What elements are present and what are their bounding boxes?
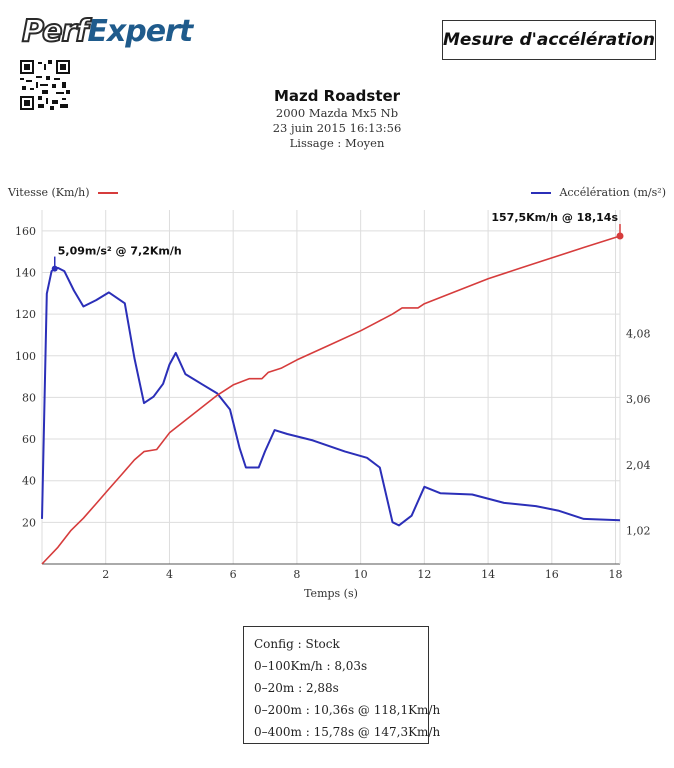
x-tick-label: 12	[417, 568, 431, 581]
acceleration-chart: 2 4 6 8 10 12 14 16 18 20 40 60 80 100 120 140 160 1,02 2,…	[15, 210, 651, 600]
y-left-tick-label: 80	[22, 391, 36, 404]
result-0-200m: 0–200m : 10,36s @ 118,1Km/h	[254, 703, 441, 717]
y-left-tick-label: 60	[22, 433, 36, 446]
legend-speed: Vitesse (Km/h)	[8, 186, 118, 199]
legend-speed-label: Vitesse (Km/h)	[8, 186, 90, 199]
x-tick-label: 16	[545, 568, 559, 581]
legend-accel: Accélération (m/s²)	[531, 186, 666, 199]
x-tick-label: 14	[481, 568, 495, 581]
y-left-tick-label: 140	[15, 266, 36, 279]
y-left-tick-label: 160	[15, 225, 36, 238]
y-left-tick-label: 120	[15, 308, 36, 321]
y-right-tick-label: 4,08	[626, 328, 651, 341]
result-0-100: 0–100Km/h : 8,03s	[254, 659, 368, 673]
x-tick-label: 6	[230, 568, 237, 581]
y-left-tick-label: 20	[22, 516, 36, 529]
results-box: Config : Stock 0–100Km/h : 8,03s 0–20m :…	[243, 626, 441, 744]
config-line: Config : Stock	[254, 637, 340, 651]
max-accel-annotation: 5,09m/s² @ 7,2Km/h	[58, 245, 182, 258]
x-tick-label: 4	[166, 568, 173, 581]
result-0-20m: 0–20m : 2,88s	[254, 681, 339, 695]
y-right-tick-label: 3,06	[626, 393, 651, 406]
x-axis-label: Temps (s)	[304, 587, 358, 600]
max-accel-marker	[51, 265, 58, 272]
speed-series-line	[41, 235, 621, 565]
smoothing-setting: Lissage : Moyen	[289, 136, 385, 150]
x-tick-label: 10	[354, 568, 368, 581]
car-title: Mazd Roadster	[273, 87, 401, 105]
x-tick-label: 8	[293, 568, 300, 581]
y-right-tick-label: 2,04	[626, 459, 651, 472]
legend-speed-swatch	[97, 191, 118, 194]
measurement-mode-box: Mesure d'accélération	[442, 20, 656, 60]
result-0-400m: 0–400m : 15,78s @ 147,3Km/h	[254, 725, 441, 739]
max-speed-annotation: 157,5Km/h @ 18,14s	[491, 211, 618, 224]
vehicle-description: 2000 Mazda Mx5 Nb	[275, 106, 399, 120]
legend-accel-label: Accélération (m/s²)	[559, 186, 666, 199]
run-datetime: 23 juin 2015 16:13:56	[272, 121, 402, 135]
y-left-tick-label: 40	[22, 475, 36, 488]
legend-accel-swatch	[531, 191, 552, 194]
acceleration-series-line	[41, 266, 621, 527]
qr-code	[20, 60, 70, 110]
perfexpert-logo: PerfExpert	[21, 13, 193, 50]
y-right-tick-label: 1,02	[626, 525, 651, 538]
y-left-tick-label: 100	[15, 350, 36, 363]
run-header: Mazd Roadster 2000 Mazda Mx5 Nb 23 juin …	[200, 86, 474, 151]
x-tick-label: 2	[102, 568, 109, 581]
max-speed-marker	[616, 232, 624, 240]
measurement-mode-label: Mesure d'accélération	[443, 30, 655, 50]
x-tick-label: 18	[609, 568, 623, 581]
